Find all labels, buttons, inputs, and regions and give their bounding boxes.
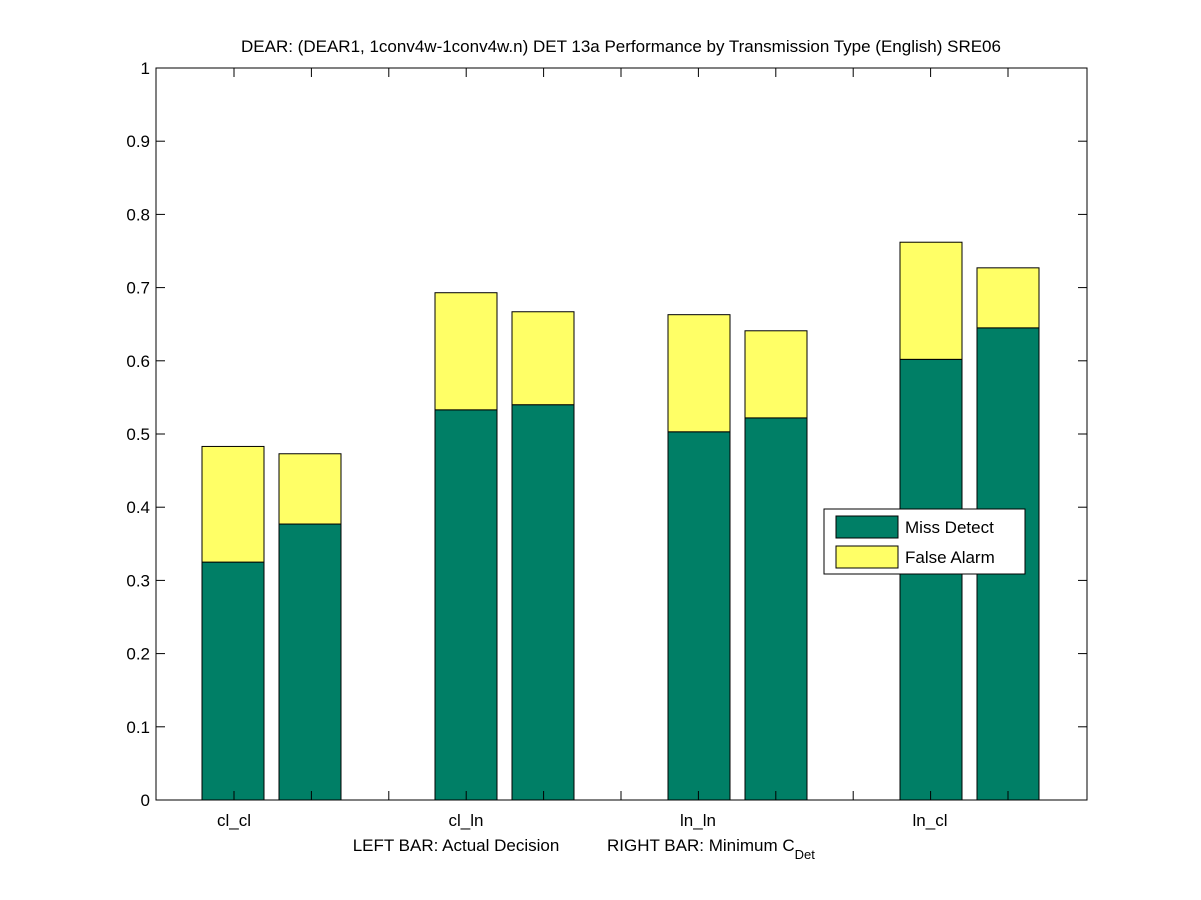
legend-label-miss-detect: Miss Detect [905,518,994,537]
bar-false-alarm-ln_ln-actual [667,314,731,433]
xlabel-right-subscript: Det [795,847,816,862]
x-category-label: cl_ln [449,811,484,830]
bar-miss-detect-cl_ln-min [511,404,575,801]
bar-miss-detect-cl_cl-actual [201,561,265,801]
y-tick-label: 0.9 [126,132,150,151]
bar-miss-detect-ln_ln-min [744,417,808,801]
bar-false-alarm-ln_cl-actual [899,241,963,360]
bar-false-alarm-cl_cl-min [278,453,342,525]
legend-swatch-false-alarm [835,545,899,569]
y-tick-label: 1 [141,59,150,78]
bar-false-alarm-cl_ln-min [511,311,575,406]
bar-miss-detect-ln_ln-actual [667,431,731,801]
x-category-label: cl_cl [217,811,251,830]
x-category-label: ln_cl [913,811,948,830]
y-tick-label: 0.7 [126,279,150,298]
y-tick-label: 0.1 [126,718,150,737]
bar-false-alarm-ln_ln-min [744,330,808,419]
y-tick-label: 0.3 [126,571,150,590]
xlabel-right-main: RIGHT BAR: Minimum C [607,836,795,855]
bar-miss-detect-cl_ln-actual [434,409,498,801]
legend: Miss Detect False Alarm [823,508,1026,575]
bar-false-alarm-cl_ln-actual [434,292,498,411]
legend-swatch-miss-detect [835,515,899,539]
x-category-label: ln_ln [680,811,716,830]
y-tick-label: 0.6 [126,352,150,371]
bar-false-alarm-cl_cl-actual [201,445,265,563]
y-tick-label: 0.8 [126,205,150,224]
y-tick-label: 0 [141,791,150,810]
legend-label-false-alarm: False Alarm [905,548,995,567]
xlabel-left: LEFT BAR: Actual Decision [353,836,560,855]
chart-title: DEAR: (DEAR1, 1conv4w-1conv4w.n) DET 13a… [241,37,1001,56]
y-tick-label: 0.4 [126,498,150,517]
bar-false-alarm-ln_cl-min [976,267,1040,329]
y-tick-label: 0.5 [126,425,150,444]
bar-miss-detect-cl_cl-min [278,523,342,801]
y-tick-label: 0.2 [126,645,150,664]
bar-miss-detect-ln_cl-actual [899,358,963,801]
xlabel-right: RIGHT BAR: Minimum CDet [607,836,815,862]
